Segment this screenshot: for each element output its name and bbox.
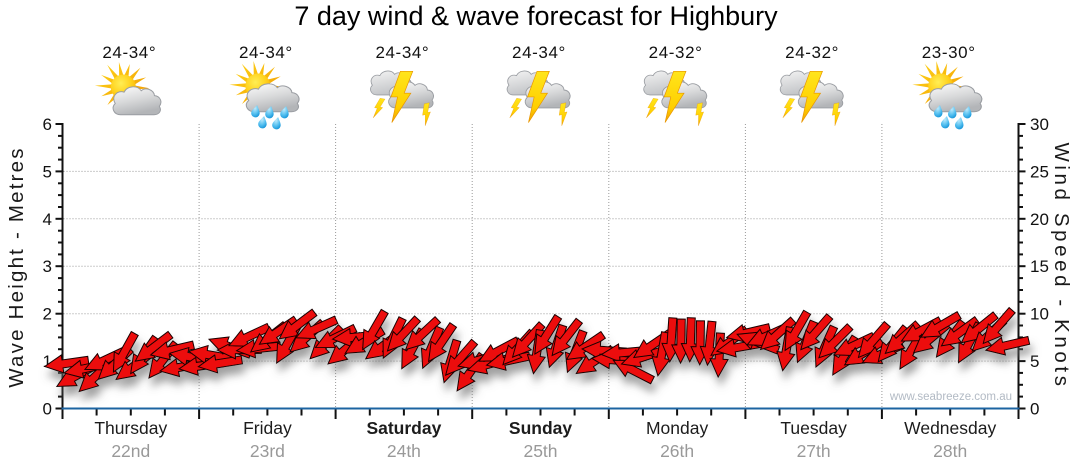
svg-text:23-30°: 23-30° [922, 43, 976, 62]
svg-text:0: 0 [43, 400, 52, 419]
svg-text:Wind Speed - Knots: Wind Speed - Knots [1050, 142, 1073, 389]
svg-text:24-32°: 24-32° [649, 43, 703, 62]
svg-text:www.seabreeze.com.au: www.seabreeze.com.au [889, 391, 1012, 403]
svg-text:Thursday: Thursday [94, 418, 167, 438]
svg-text:24th: 24th [387, 441, 421, 461]
svg-text:Wave Height - Metres: Wave Height - Metres [5, 146, 28, 387]
svg-text:5: 5 [43, 162, 52, 181]
svg-text:24-32°: 24-32° [785, 43, 839, 62]
svg-text:28th: 28th [933, 441, 967, 461]
svg-text:24-34°: 24-34° [375, 43, 429, 62]
svg-text:10: 10 [1030, 305, 1049, 324]
svg-text:Saturday: Saturday [366, 418, 441, 438]
svg-text:6: 6 [43, 115, 52, 134]
svg-text:4: 4 [43, 210, 52, 229]
svg-text:24-34°: 24-34° [512, 43, 566, 62]
svg-text:Monday: Monday [646, 418, 709, 438]
svg-text:20: 20 [1030, 210, 1049, 229]
svg-text:22nd: 22nd [111, 441, 150, 461]
svg-text:2: 2 [43, 305, 52, 324]
svg-text:Friday: Friday [243, 418, 292, 438]
svg-text:23rd: 23rd [250, 441, 285, 461]
svg-text:7 day wind & wave forecast for: 7 day wind & wave forecast for Highbury [294, 1, 778, 31]
svg-text:30: 30 [1030, 115, 1049, 134]
svg-text:Sunday: Sunday [509, 418, 572, 438]
svg-text:24-34°: 24-34° [102, 43, 156, 62]
svg-text:25: 25 [1030, 162, 1049, 181]
svg-text:Wednesday: Wednesday [904, 418, 996, 438]
svg-text:3: 3 [43, 257, 52, 276]
svg-text:1: 1 [43, 352, 52, 371]
svg-text:Tuesday: Tuesday [780, 418, 847, 438]
svg-text:26th: 26th [660, 441, 694, 461]
svg-text:5: 5 [1030, 352, 1039, 371]
svg-text:25th: 25th [523, 441, 557, 461]
svg-text:0: 0 [1030, 400, 1039, 419]
svg-text:24-34°: 24-34° [239, 43, 293, 62]
svg-text:27th: 27th [797, 441, 831, 461]
svg-text:15: 15 [1030, 257, 1049, 276]
